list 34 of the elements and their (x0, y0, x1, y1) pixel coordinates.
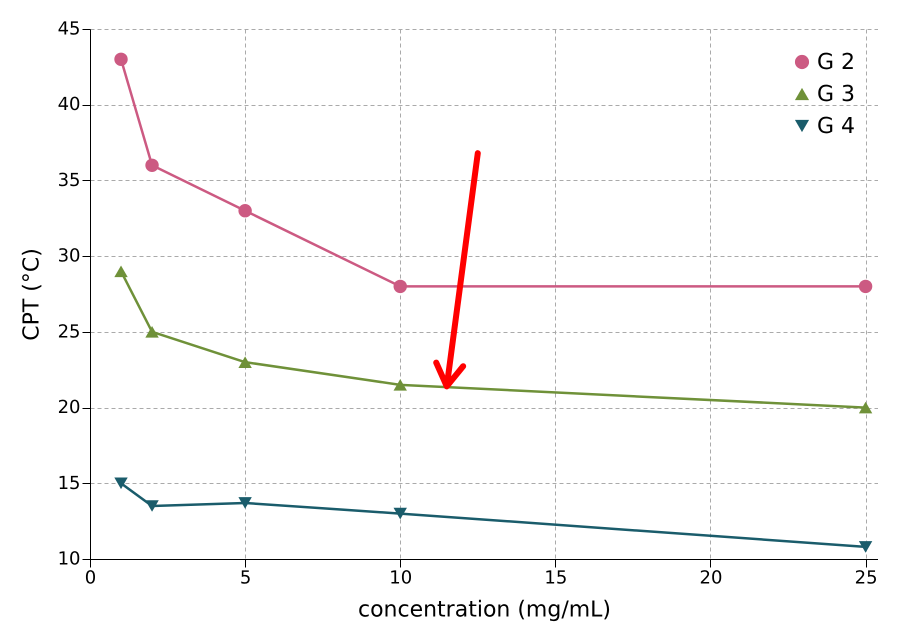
y-axis-title: CPT (°C) (20, 248, 45, 341)
point (145, 158, 159, 172)
point (238, 497, 252, 509)
y-tick-label: 10 (58, 548, 80, 570)
point (114, 52, 128, 66)
y-tick-label: 15 (58, 472, 80, 494)
x-tick-label: 15 (544, 568, 568, 588)
x-tick-label: 5 (240, 568, 252, 588)
point (394, 508, 407, 520)
point (394, 379, 407, 391)
point (114, 477, 128, 490)
y-tick-label: 35 (58, 170, 80, 191)
legend-label: G 4 (817, 114, 856, 139)
y-tick-label: 30 (58, 246, 80, 267)
x-tick-label: 0 (84, 568, 96, 588)
legend-label: G 3 (817, 82, 856, 107)
point (114, 265, 128, 278)
point (394, 280, 407, 294)
point (238, 204, 252, 218)
y-tick-label: 25 (58, 321, 80, 342)
x-tick-label: 10 (389, 568, 412, 588)
legend-label: G 2 (817, 50, 856, 75)
y-tick-label: 45 (58, 18, 80, 40)
x-tick-label: 25 (854, 568, 878, 588)
point (145, 326, 159, 338)
x-tick-label: 20 (700, 568, 722, 588)
point (238, 356, 252, 368)
y-tick-label: 20 (58, 397, 80, 418)
y-tick-label: 40 (58, 94, 80, 116)
point (145, 500, 159, 512)
point (858, 541, 872, 553)
point (858, 280, 872, 294)
x-axis-title: concentration (mg/mL) (358, 598, 612, 622)
point (858, 402, 872, 414)
